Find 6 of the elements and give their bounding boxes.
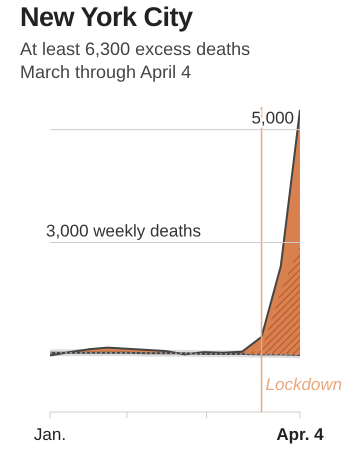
chart-subtitle: At least 6,300 excess deaths March through April 4 bbox=[20, 38, 252, 84]
ref-line-label: Lockdown bbox=[266, 375, 342, 394]
x-tick-label: Apr. 4 bbox=[276, 425, 324, 444]
x-tick-label: Jan. bbox=[34, 425, 66, 444]
chart-title: New York City bbox=[20, 2, 193, 33]
ref-line-label: 3,000 weekly deaths bbox=[46, 222, 201, 241]
